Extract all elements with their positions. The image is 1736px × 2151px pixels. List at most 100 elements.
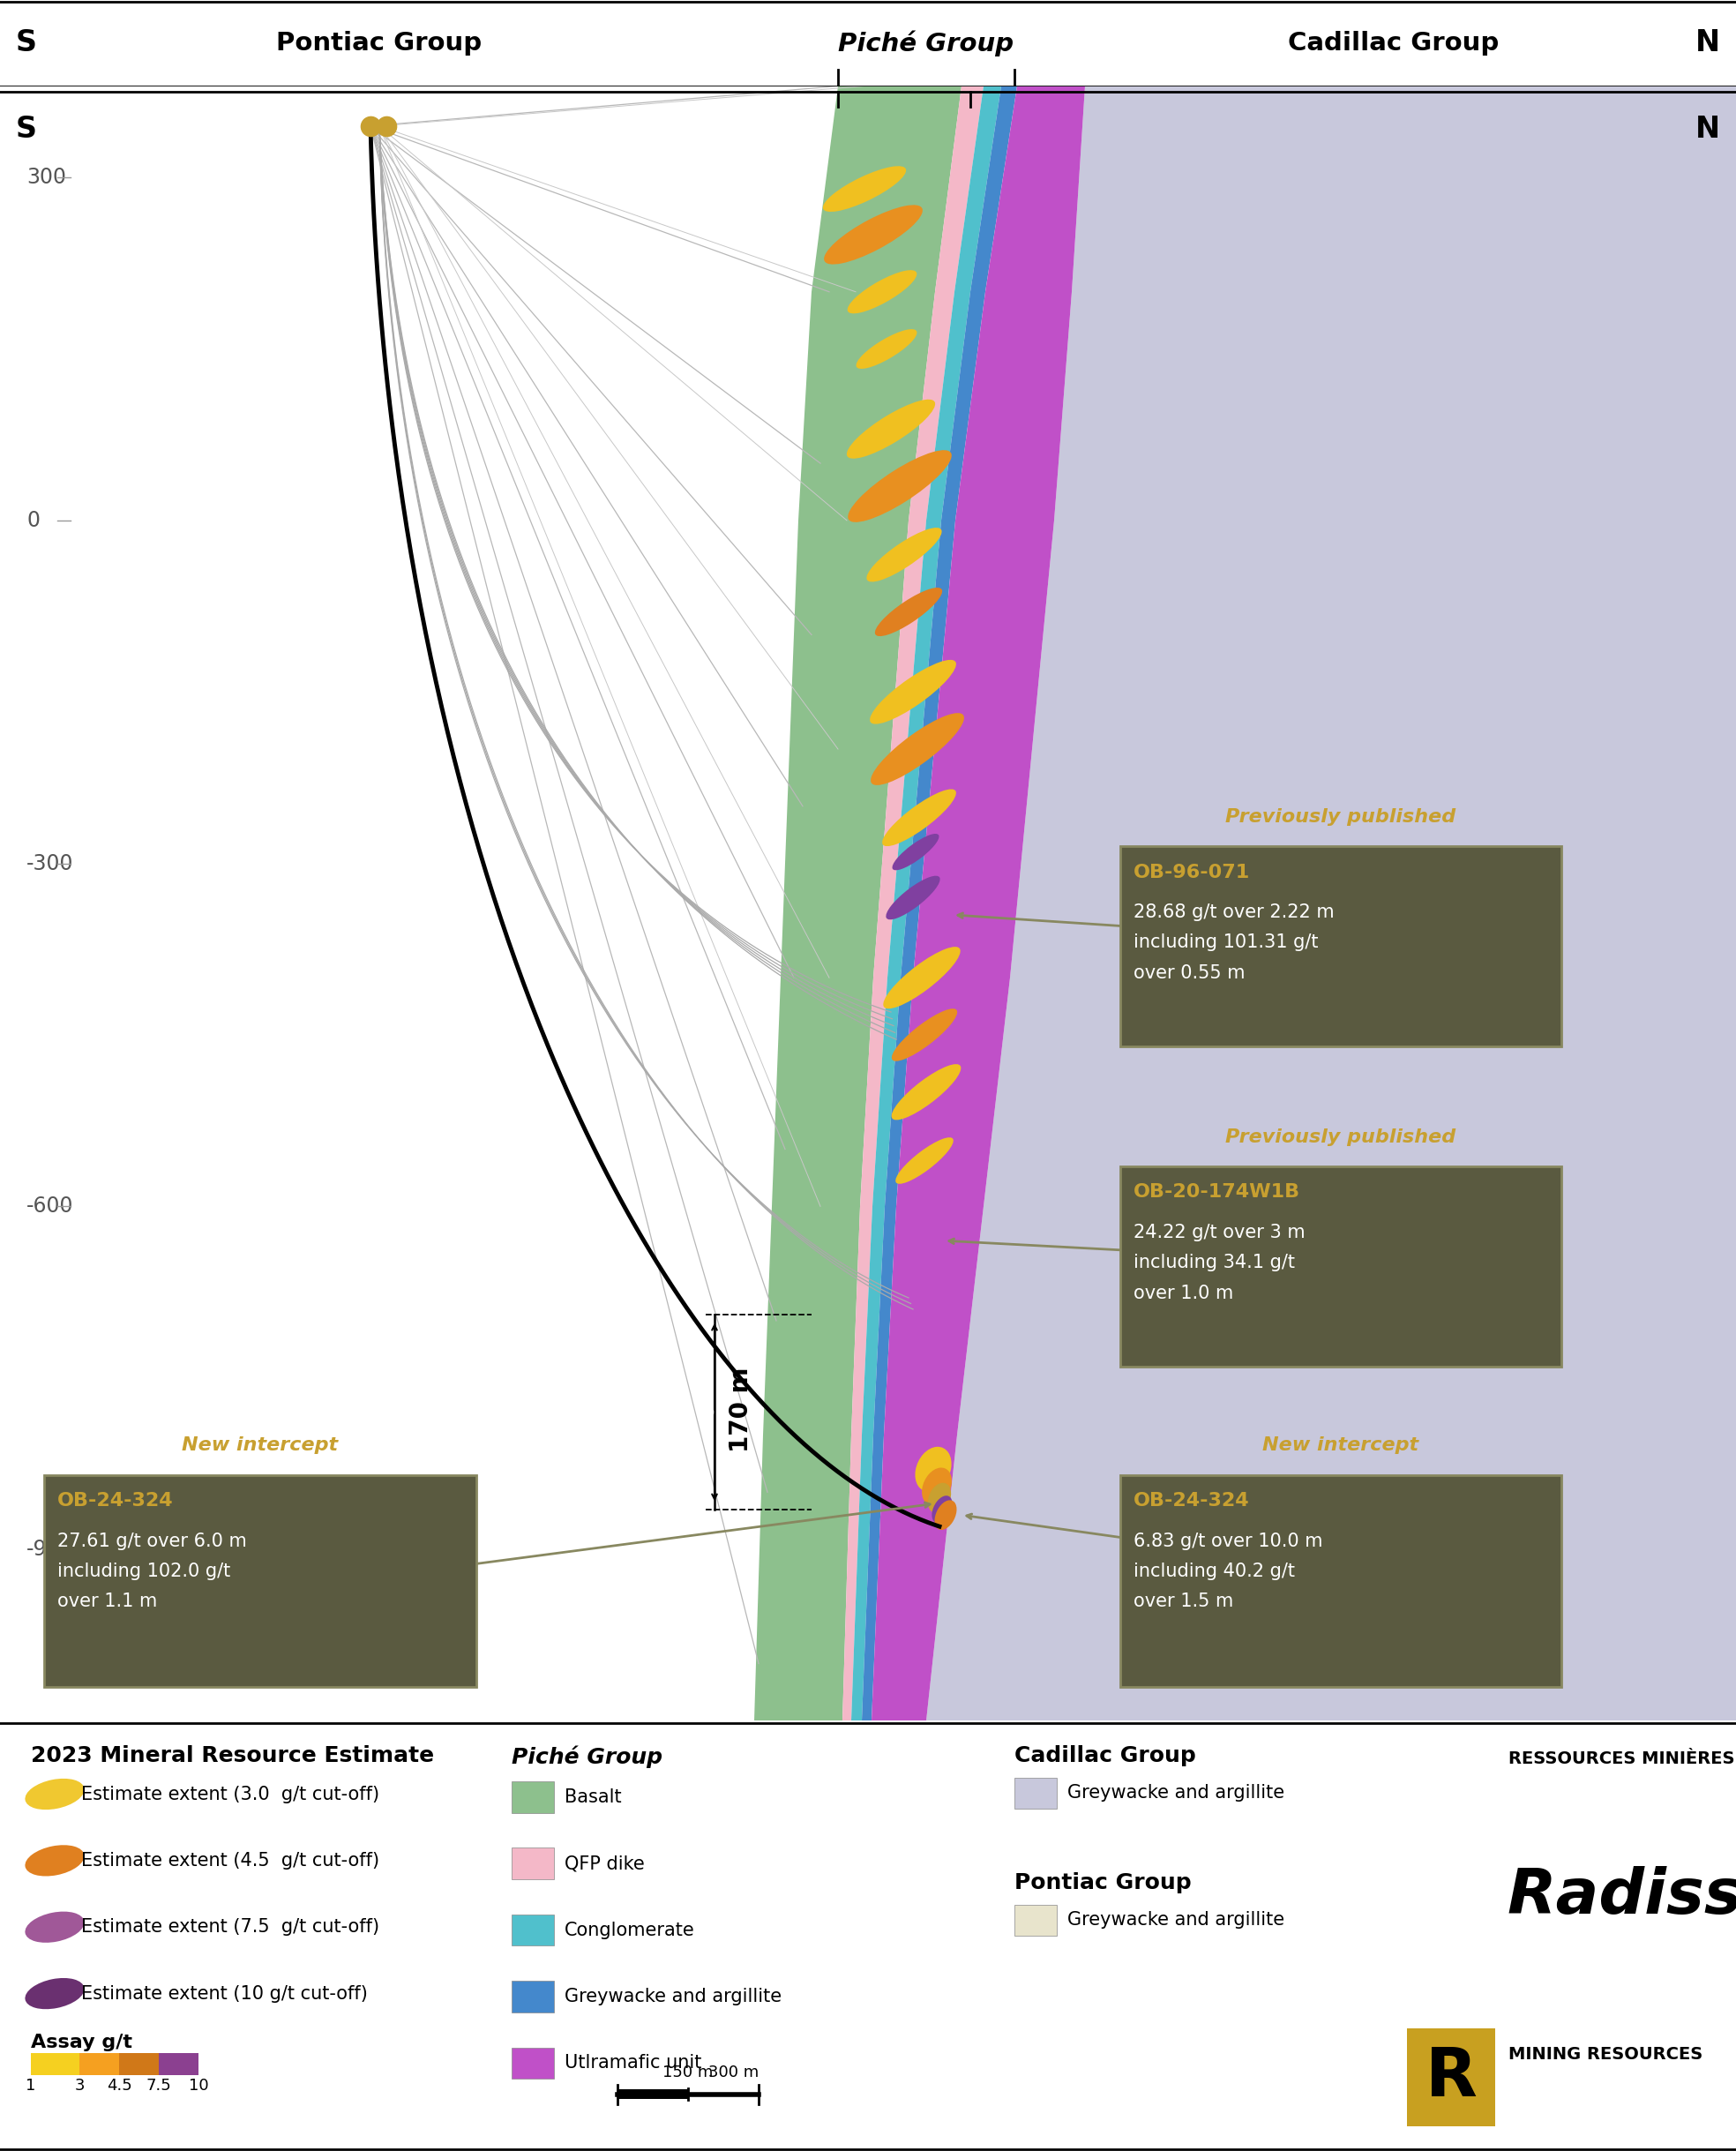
- Text: 7.5: 7.5: [146, 2078, 172, 2093]
- Ellipse shape: [847, 450, 951, 523]
- Text: Assay g/t: Assay g/t: [31, 2033, 132, 2052]
- Bar: [120, 2054, 158, 2076]
- Text: 1: 1: [26, 2078, 36, 2093]
- Bar: [158, 2054, 198, 2076]
- Bar: [31, 2054, 80, 2076]
- Bar: [512, 2048, 554, 2078]
- Text: 170 m: 170 m: [729, 1368, 753, 1452]
- Text: R: R: [1425, 2046, 1477, 2110]
- Polygon shape: [753, 86, 962, 1721]
- Ellipse shape: [24, 1779, 85, 1809]
- Ellipse shape: [885, 875, 939, 921]
- Text: 2023 Mineral Resource Estimate: 2023 Mineral Resource Estimate: [31, 1744, 434, 1766]
- Ellipse shape: [847, 400, 936, 458]
- Text: RESSOURCES MINIÈRES: RESSOURCES MINIÈRES: [1509, 1751, 1734, 1766]
- Ellipse shape: [927, 1482, 951, 1512]
- Text: Previously published: Previously published: [1226, 1127, 1457, 1146]
- Text: Cadillac Group: Cadillac Group: [1014, 1744, 1196, 1766]
- Bar: [512, 1781, 554, 1813]
- Text: New intercept: New intercept: [1262, 1437, 1418, 1454]
- Ellipse shape: [847, 271, 917, 314]
- Ellipse shape: [871, 712, 963, 785]
- Text: N: N: [1696, 28, 1720, 58]
- Bar: [1014, 1904, 1057, 1936]
- Bar: [1014, 1777, 1057, 1809]
- Bar: [80, 2054, 120, 2076]
- FancyBboxPatch shape: [1120, 845, 1561, 1045]
- Text: Previously published: Previously published: [1226, 809, 1457, 826]
- FancyBboxPatch shape: [1120, 1476, 1561, 1686]
- Text: Piché Group: Piché Group: [512, 1744, 663, 1768]
- Ellipse shape: [856, 329, 917, 368]
- Text: Radisson: Radisson: [1507, 1867, 1736, 1927]
- Ellipse shape: [24, 1979, 85, 2009]
- Text: -900: -900: [26, 1538, 73, 1559]
- Ellipse shape: [934, 1499, 957, 1529]
- Text: OB-24-324: OB-24-324: [1134, 1493, 1250, 1510]
- Text: Basalt: Basalt: [564, 1787, 621, 1807]
- Bar: [512, 1848, 554, 1880]
- Text: OB-24-324: OB-24-324: [57, 1493, 174, 1510]
- Text: OB-20-174W1B: OB-20-174W1B: [1134, 1183, 1300, 1200]
- Ellipse shape: [825, 204, 922, 265]
- Ellipse shape: [24, 1912, 85, 1942]
- Polygon shape: [927, 86, 1736, 1721]
- Polygon shape: [871, 86, 1085, 1721]
- Ellipse shape: [866, 527, 941, 581]
- Text: OB-96-071: OB-96-071: [1134, 863, 1250, 882]
- Ellipse shape: [892, 835, 939, 871]
- Text: Pontiac Group: Pontiac Group: [276, 30, 483, 56]
- Ellipse shape: [882, 789, 957, 845]
- Bar: [512, 1981, 554, 2011]
- Ellipse shape: [884, 946, 960, 1009]
- Ellipse shape: [875, 587, 943, 637]
- Text: MINING RESOURCES: MINING RESOURCES: [1509, 2046, 1703, 2063]
- Text: -300: -300: [26, 852, 73, 873]
- Text: Conglomerate: Conglomerate: [564, 1921, 694, 1938]
- Polygon shape: [861, 86, 1017, 1721]
- Ellipse shape: [892, 1009, 957, 1060]
- Text: S: S: [16, 114, 36, 144]
- Text: 24.22 g/t over 3 m
including 34.1 g/t
over 1.0 m: 24.22 g/t over 3 m including 34.1 g/t ov…: [1134, 1224, 1305, 1301]
- Text: Greywacke and argillite: Greywacke and argillite: [1068, 1912, 1285, 1929]
- Text: Pontiac Group: Pontiac Group: [1014, 1871, 1191, 1893]
- Text: Greywacke and argillite: Greywacke and argillite: [564, 1988, 781, 2005]
- Text: Greywacke and argillite: Greywacke and argillite: [1068, 1785, 1285, 1803]
- Text: 28.68 g/t over 2.22 m
including 101.31 g/t
over 0.55 m: 28.68 g/t over 2.22 m including 101.31 g…: [1134, 903, 1335, 981]
- Bar: [1406, 2028, 1495, 2127]
- Text: 300 m: 300 m: [708, 2065, 759, 2080]
- Text: Estimate extent (4.5  g/t cut-off): Estimate extent (4.5 g/t cut-off): [82, 1852, 380, 1869]
- Text: Piché Group: Piché Group: [838, 30, 1014, 56]
- Ellipse shape: [915, 1448, 951, 1493]
- Text: New intercept: New intercept: [182, 1437, 339, 1454]
- Text: Estimate extent (10 g/t cut-off): Estimate extent (10 g/t cut-off): [82, 1985, 368, 2003]
- Text: Estimate extent (3.0  g/t cut-off): Estimate extent (3.0 g/t cut-off): [82, 1785, 380, 1803]
- Text: Cadillac Group: Cadillac Group: [1288, 30, 1500, 56]
- Ellipse shape: [870, 660, 957, 725]
- Ellipse shape: [24, 1846, 85, 1876]
- Ellipse shape: [892, 1065, 962, 1121]
- Ellipse shape: [823, 166, 906, 211]
- Text: S: S: [16, 28, 36, 58]
- Text: Utlramafic unit: Utlramafic unit: [564, 2054, 701, 2071]
- Polygon shape: [842, 86, 984, 1721]
- Text: 300: 300: [26, 168, 66, 187]
- FancyBboxPatch shape: [43, 1476, 476, 1686]
- Text: 6.83 g/t over 10.0 m
including 40.2 g/t
over 1.5 m: 6.83 g/t over 10.0 m including 40.2 g/t …: [1134, 1532, 1323, 1611]
- Ellipse shape: [896, 1138, 953, 1183]
- Polygon shape: [851, 86, 1002, 1721]
- FancyBboxPatch shape: [1120, 1166, 1561, 1366]
- Ellipse shape: [922, 1467, 951, 1506]
- Text: N: N: [1696, 114, 1720, 144]
- Ellipse shape: [932, 1495, 953, 1523]
- Bar: [618, 2089, 687, 2099]
- Bar: [512, 1914, 554, 1947]
- Text: 4.5: 4.5: [106, 2078, 132, 2093]
- Text: 3: 3: [75, 2078, 85, 2093]
- Text: 10: 10: [189, 2078, 208, 2093]
- Text: 27.61 g/t over 6.0 m
including 102.0 g/t
over 1.1 m: 27.61 g/t over 6.0 m including 102.0 g/t…: [57, 1532, 247, 1611]
- Text: -600: -600: [26, 1196, 73, 1217]
- Text: 150 m: 150 m: [663, 2065, 713, 2080]
- Text: 0: 0: [26, 510, 40, 531]
- Text: Estimate extent (7.5  g/t cut-off): Estimate extent (7.5 g/t cut-off): [82, 1919, 380, 1936]
